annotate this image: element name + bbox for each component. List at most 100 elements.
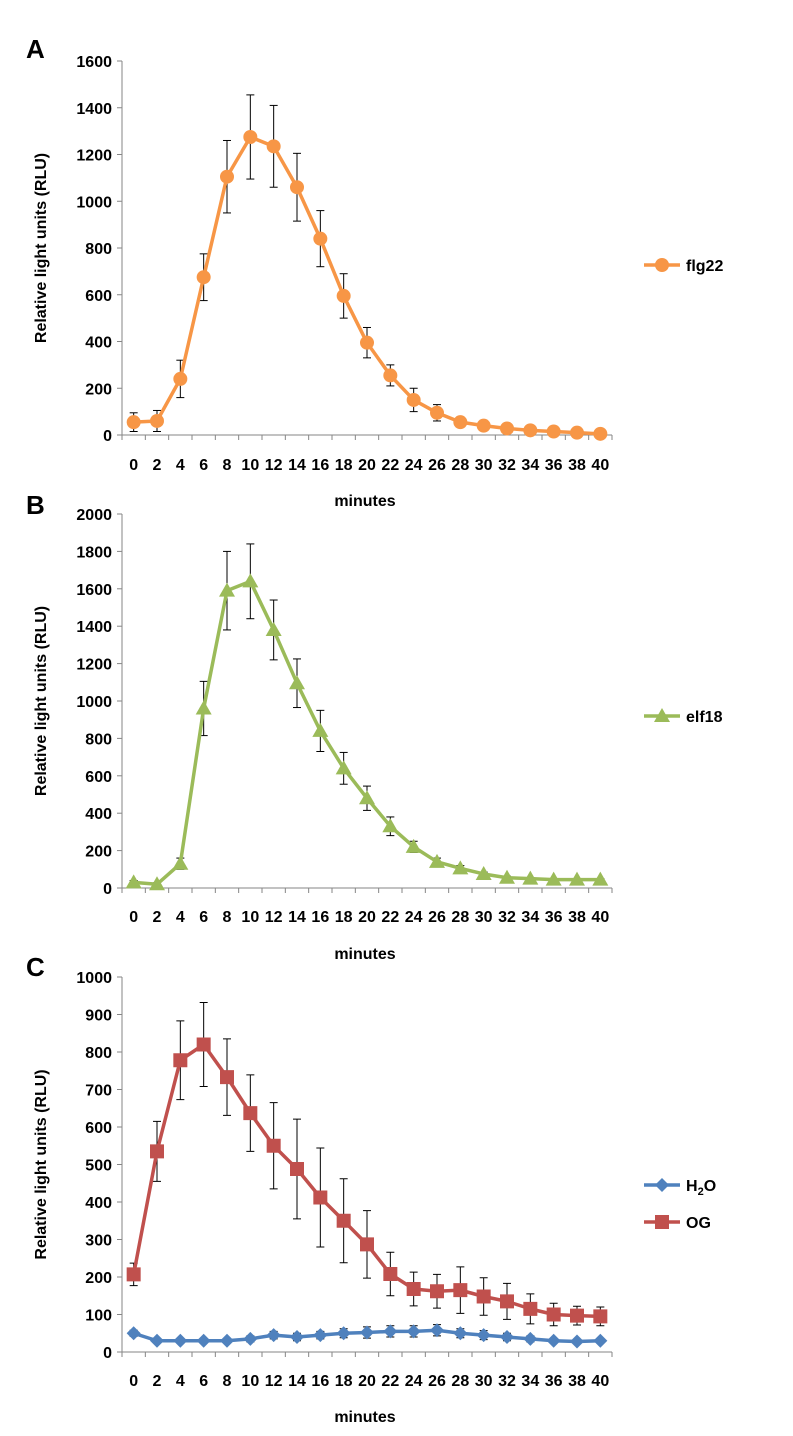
data-point [243,1106,258,1121]
data-point [335,760,352,775]
x-tick-label: 14 [288,909,306,926]
data-point [173,1333,188,1348]
data-point [546,424,561,439]
data-point [523,1331,538,1346]
x-tick-label: 20 [358,909,376,926]
x-tick-label: 22 [381,1373,399,1390]
x-tick-label: 32 [498,457,516,474]
y-tick-label: 1400 [76,101,112,118]
data-point [453,1283,468,1298]
x-tick-label: 8 [223,1373,232,1390]
data-point [266,1138,281,1153]
x-tick-label: 4 [176,909,185,926]
y-axis-title: Relative light units (RLU) [33,153,50,343]
data-point [290,180,304,195]
data-point [336,1213,351,1228]
data-point [593,426,608,441]
x-tick-label: 38 [568,909,586,926]
y-tick-label: 1600 [76,582,112,599]
x-tick-label: 38 [568,457,586,474]
y-tick-label: 1000 [76,970,112,987]
y-tick-label: 0 [103,1345,112,1362]
x-axis-title: minutes [334,1409,395,1426]
x-tick-label: 24 [405,457,423,474]
legend-marker [655,258,669,272]
data-point [313,1190,328,1205]
y-tick-label: 400 [85,335,112,352]
data-point [476,1289,491,1304]
x-tick-label: 18 [335,457,353,474]
x-tick-label: 8 [223,457,232,474]
y-tick-label: 1000 [76,194,112,211]
y-tick-label: 600 [85,1120,112,1137]
x-tick-label: 10 [241,1373,259,1390]
data-point [405,838,422,853]
legend-entry: flg22 [644,258,723,275]
x-tick-label: 10 [241,909,259,926]
x-tick-label: 30 [475,457,493,474]
data-point [312,722,329,737]
series-og [126,1002,608,1327]
data-point [173,371,188,386]
data-point [569,871,585,886]
x-tick-label: 28 [451,909,469,926]
panel-letter: A [26,34,45,64]
x-tick-label: 36 [545,1373,563,1390]
x-tick-label: 38 [568,1373,586,1390]
x-tick-label: 6 [199,909,208,926]
x-tick-label: 6 [199,1373,208,1390]
y-tick-label: 800 [85,241,112,258]
y-tick-label: 200 [85,844,112,861]
data-point [219,582,235,597]
y-axis-title: Relative light units (RLU) [33,606,50,796]
legend-marker [654,708,670,722]
data-point [523,1301,538,1316]
x-tick-label: 0 [129,909,138,926]
data-point [196,1333,211,1348]
data-point [173,1053,188,1068]
y-tick-label: 100 [85,1308,112,1325]
series-h2o [126,1323,608,1349]
y-tick-label: 1200 [76,148,112,165]
x-tick-label: 24 [405,1373,423,1390]
x-tick-label: 30 [475,1373,493,1390]
data-point [453,415,468,430]
data-point [570,1308,584,1323]
legend-label: flg22 [686,258,723,275]
data-point [313,1328,328,1343]
data-point [242,573,259,588]
data-point [336,288,351,303]
legend-entry: elf18 [644,708,723,726]
x-tick-label: 22 [381,457,399,474]
data-point [290,1162,304,1176]
y-tick-label: 700 [85,1083,112,1100]
data-point [383,368,398,383]
y-tick-label: 1200 [76,657,112,674]
data-point [289,675,305,690]
data-point [196,1037,211,1052]
data-point [475,865,492,880]
x-tick-label: 0 [129,1373,138,1390]
x-tick-label: 14 [288,1373,306,1390]
data-point [243,129,258,144]
y-tick-label: 600 [85,288,112,305]
data-point [336,1326,351,1341]
x-tick-label: 26 [428,909,446,926]
y-tick-label: 2000 [76,507,112,524]
x-tick-label: 28 [451,457,469,474]
data-point [429,853,445,868]
x-tick-label: 18 [335,909,353,926]
data-point [266,139,281,154]
x-tick-label: 16 [311,457,329,474]
y-tick-label: 1600 [76,54,112,71]
y-tick-label: 400 [85,806,112,823]
x-tick-label: 32 [498,909,516,926]
x-tick-label: 18 [335,1373,353,1390]
x-tick-label: 28 [451,1373,469,1390]
data-point [570,425,584,440]
x-tick-label: 30 [475,909,493,926]
x-tick-label: 40 [591,457,609,474]
